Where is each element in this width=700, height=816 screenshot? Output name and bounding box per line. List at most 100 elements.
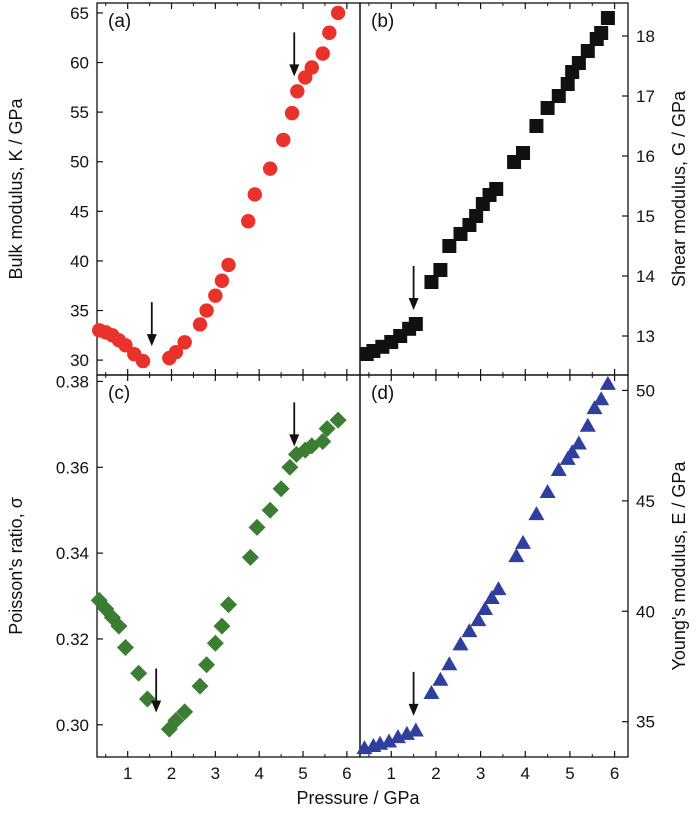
data-point: [191, 677, 209, 695]
data-point: [433, 263, 448, 277]
data-point: [116, 639, 134, 657]
data-point: [508, 548, 525, 563]
panel-label: (b): [371, 11, 394, 32]
data-point: [192, 317, 208, 332]
data-point: [322, 25, 337, 40]
y-tick-label: 60: [70, 54, 89, 73]
y-tick-label: 65: [70, 4, 89, 23]
x-tick-label: 4: [254, 764, 263, 783]
x-tick-label: 6: [342, 764, 351, 783]
data-point: [570, 435, 587, 450]
data-point: [432, 671, 449, 686]
data-point: [135, 353, 151, 369]
x-tick-label: 5: [565, 764, 574, 783]
data-point: [118, 338, 133, 353]
data-point: [529, 119, 544, 133]
data-point: [208, 288, 223, 303]
plot-frame: [96, 374, 361, 758]
data-point: [315, 46, 330, 61]
y-axis-label: Shear modulus, G / GPa: [669, 90, 689, 287]
x-tick-label: 6: [610, 764, 619, 783]
data-point: [214, 273, 230, 288]
data-point: [528, 506, 545, 521]
data-point: [540, 101, 555, 115]
data-point: [220, 596, 237, 614]
data-point: [483, 590, 500, 605]
chart-panel-2: 13 14 15 16 17 18 Shear modulus, G / GPa (b): [359, 2, 689, 376]
data-point: [469, 209, 484, 223]
x-axis-label: Pressure / GPa: [296, 788, 420, 808]
data-point: [110, 617, 128, 635]
data-point: [461, 623, 478, 638]
data-point: [408, 317, 423, 331]
data-point: [213, 617, 231, 635]
y-tick-label: 17: [636, 87, 655, 106]
chart-panel-1: 30 35 40 45 50 55 60 65 Bulk modulus, K / GPa (a): [6, 2, 361, 376]
chart-panel-3: 1 2 3 4 5 6 0.30 0.32 0.34 0.36 0.38 Poisson's rati…: [6, 372, 361, 783]
data-point: [470, 612, 487, 627]
x-tick-label: 2: [167, 764, 176, 783]
y-tick-label: 50: [636, 381, 655, 400]
x-tick-label: 2: [431, 764, 440, 783]
y-tick-label: 35: [636, 713, 655, 732]
data-point: [423, 684, 440, 699]
data-point: [442, 239, 457, 253]
data-point: [281, 458, 299, 476]
y-tick-label: 14: [636, 267, 655, 286]
data-point: [600, 11, 615, 25]
x-tick-label: 3: [476, 764, 485, 783]
data-point: [550, 461, 567, 476]
y-tick-label: 0.36: [56, 458, 89, 477]
data-point: [594, 26, 609, 40]
y-axis-label: Bulk modulus, K / GPa: [6, 97, 26, 279]
data-point: [284, 105, 300, 121]
y-tick-label: 16: [636, 147, 655, 166]
data-point: [330, 5, 346, 21]
data-point: [441, 656, 458, 671]
data-point: [539, 484, 556, 499]
data-point: [261, 501, 279, 519]
data-point: [515, 534, 532, 549]
data-point: [176, 703, 194, 721]
arrow-head: [151, 700, 162, 713]
data-point: [489, 182, 504, 196]
x-tick-label: 1: [387, 764, 396, 783]
x-tick-label: 3: [211, 764, 220, 783]
data-point: [177, 335, 192, 350]
y-tick-label: 15: [636, 207, 655, 226]
data-point: [198, 656, 216, 674]
x-tick-label: 5: [298, 764, 307, 783]
data-point: [452, 636, 469, 651]
data-point: [206, 634, 224, 652]
panel-label: (c): [108, 383, 130, 404]
data-point: [424, 275, 439, 289]
y-axis-label: Young's modulus, E / GPa: [669, 461, 689, 671]
data-point: [168, 344, 184, 360]
y-tick-label: 0.30: [56, 716, 89, 735]
data-point: [381, 733, 398, 748]
plot-frame: [359, 374, 629, 758]
data-point: [586, 400, 603, 415]
data-point: [580, 44, 595, 58]
y-tick-label: 18: [636, 27, 655, 46]
data-point: [221, 257, 236, 273]
y-tick-label: 45: [70, 202, 89, 221]
data-point: [490, 581, 507, 596]
data-point: [477, 601, 494, 616]
data-point: [564, 444, 581, 459]
panel-label: (a): [108, 11, 131, 32]
data-point: [248, 518, 266, 536]
y-tick-label: 40: [636, 602, 655, 621]
data-point: [318, 420, 336, 438]
data-point: [516, 146, 531, 160]
data-point: [304, 60, 319, 75]
y-tick-label: 0.38: [56, 372, 89, 391]
data-point: [276, 132, 291, 148]
data-point: [407, 722, 424, 737]
data-point: [599, 375, 616, 390]
y-tick-label: 13: [636, 327, 655, 346]
data-point: [138, 690, 156, 708]
